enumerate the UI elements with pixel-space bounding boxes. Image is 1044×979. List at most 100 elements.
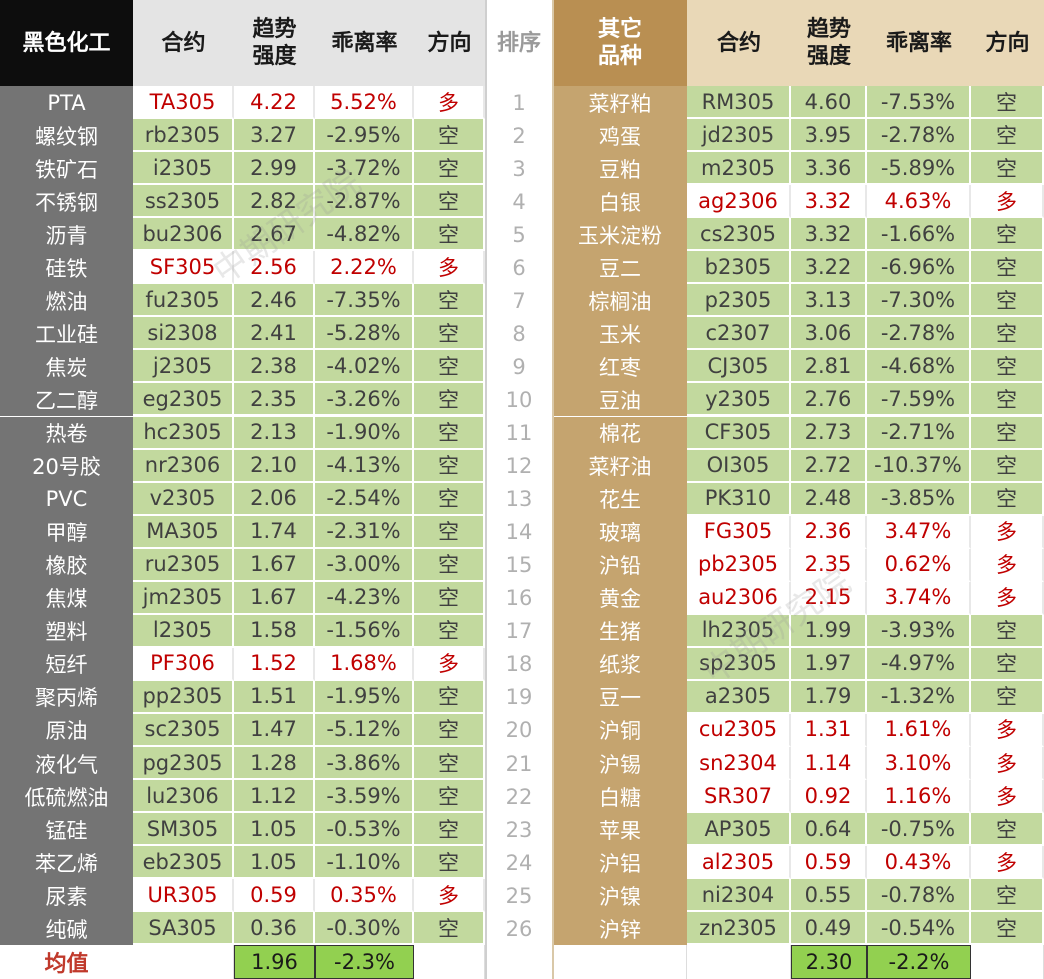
right-direction: 多 <box>971 548 1044 582</box>
right-deviation: -3.85% <box>867 482 971 516</box>
right-strength: 3.95 <box>791 119 867 153</box>
right-deviation: -2.71% <box>867 416 971 450</box>
left-commodity-name: 沥青 <box>0 218 133 252</box>
left-contract: SF305 <box>133 251 234 285</box>
right-deviation: -2.78% <box>867 317 971 351</box>
right-average-strength: 2.30 <box>791 945 867 979</box>
left-commodity-name: 不锈钢 <box>0 185 133 219</box>
right-direction: 多 <box>971 713 1044 747</box>
left-deviation: -3.59% <box>315 780 414 814</box>
left-strength: 1.58 <box>234 614 315 648</box>
header-contract-left: 合约 <box>133 0 234 86</box>
rank-number: 21 <box>485 747 553 781</box>
right-contract: b2305 <box>687 251 791 285</box>
left-strength: 4.22 <box>234 86 315 120</box>
right-contract: jd2305 <box>687 119 791 153</box>
right-direction: 空 <box>971 912 1044 946</box>
right-direction: 多 <box>971 581 1044 615</box>
left-average-deviation: -2.3% <box>315 945 414 979</box>
header-category-right: 其它 品种 <box>553 0 687 86</box>
left-deviation: -5.12% <box>315 713 414 747</box>
left-strength: 2.46 <box>234 284 315 318</box>
rank-number: 12 <box>485 449 553 483</box>
left-strength: 1.74 <box>234 515 315 549</box>
right-direction: 多 <box>971 846 1044 880</box>
right-contract: al2305 <box>687 846 791 880</box>
right-deviation: -4.97% <box>867 647 971 681</box>
left-direction: 多 <box>414 647 485 681</box>
rank-number: 6 <box>485 251 553 285</box>
left-strength: 0.59 <box>234 879 315 913</box>
right-contract: au2306 <box>687 581 791 615</box>
rank-number: 13 <box>485 482 553 516</box>
right-direction: 空 <box>971 152 1044 186</box>
right-contract: ag2306 <box>687 185 791 219</box>
left-commodity-name: 聚丙烯 <box>0 680 133 714</box>
right-direction: 多 <box>971 185 1044 219</box>
left-direction: 空 <box>414 185 485 219</box>
left-contract: MA305 <box>133 515 234 549</box>
right-contract: a2305 <box>687 680 791 714</box>
rank-number: 23 <box>485 813 553 847</box>
rank-number: 18 <box>485 647 553 681</box>
left-direction: 多 <box>414 879 485 913</box>
rank-number: 24 <box>485 846 553 880</box>
left-direction: 空 <box>414 680 485 714</box>
right-commodity-name: 玉米淀粉 <box>553 218 687 252</box>
left-strength: 1.67 <box>234 581 315 615</box>
right-deviation: -4.68% <box>867 350 971 384</box>
right-deviation: 3.10% <box>867 747 971 781</box>
right-contract: ni2304 <box>687 879 791 913</box>
right-strength: 1.79 <box>791 680 867 714</box>
right-deviation: -7.59% <box>867 383 971 417</box>
left-direction: 空 <box>414 383 485 417</box>
right-deviation: -0.75% <box>867 813 971 847</box>
header-deviation-left: 乖离率 <box>315 0 414 86</box>
right-contract: zn2305 <box>687 912 791 946</box>
right-commodity-name: 沪铜 <box>553 713 687 747</box>
header-strength-right: 趋势 强度 <box>791 0 867 86</box>
left-direction: 空 <box>414 548 485 582</box>
left-strength: 2.82 <box>234 185 315 219</box>
right-strength: 2.48 <box>791 482 867 516</box>
right-strength: 3.36 <box>791 152 867 186</box>
left-deviation: -0.53% <box>315 813 414 847</box>
left-contract: l2305 <box>133 614 234 648</box>
left-direction: 空 <box>414 515 485 549</box>
left-strength: 1.05 <box>234 846 315 880</box>
left-direction: 空 <box>414 713 485 747</box>
right-deviation: 3.47% <box>867 515 971 549</box>
left-contract: rb2305 <box>133 119 234 153</box>
right-deviation: 0.43% <box>867 846 971 880</box>
left-strength: 1.52 <box>234 647 315 681</box>
right-strength: 2.15 <box>791 581 867 615</box>
right-commodity-name: 玻璃 <box>553 515 687 549</box>
left-contract: PF306 <box>133 647 234 681</box>
left-deviation: -4.82% <box>315 218 414 252</box>
right-contract: OI305 <box>687 449 791 483</box>
right-direction: 空 <box>971 86 1044 120</box>
right-direction: 空 <box>971 218 1044 252</box>
rank-number: 7 <box>485 284 553 318</box>
right-strength: 1.14 <box>791 747 867 781</box>
left-deviation: 1.68% <box>315 647 414 681</box>
right-strength: 3.32 <box>791 218 867 252</box>
left-direction: 空 <box>414 284 485 318</box>
right-commodity-name: 豆油 <box>553 383 687 417</box>
left-deviation: -1.95% <box>315 680 414 714</box>
left-commodity-name: 锰硅 <box>0 813 133 847</box>
left-strength: 1.51 <box>234 680 315 714</box>
divider-left <box>485 0 487 979</box>
header-strength-left: 趋势 强度 <box>234 0 315 86</box>
right-strength: 0.55 <box>791 879 867 913</box>
left-direction: 空 <box>414 482 485 516</box>
right-direction: 空 <box>971 647 1044 681</box>
left-direction: 多 <box>414 251 485 285</box>
left-strength: 0.36 <box>234 912 315 946</box>
left-contract: lu2306 <box>133 780 234 814</box>
right-deviation: 4.63% <box>867 185 971 219</box>
average-label: 均值 <box>0 945 133 979</box>
left-contract: TA305 <box>133 86 234 120</box>
right-commodity-name: 豆粕 <box>553 152 687 186</box>
